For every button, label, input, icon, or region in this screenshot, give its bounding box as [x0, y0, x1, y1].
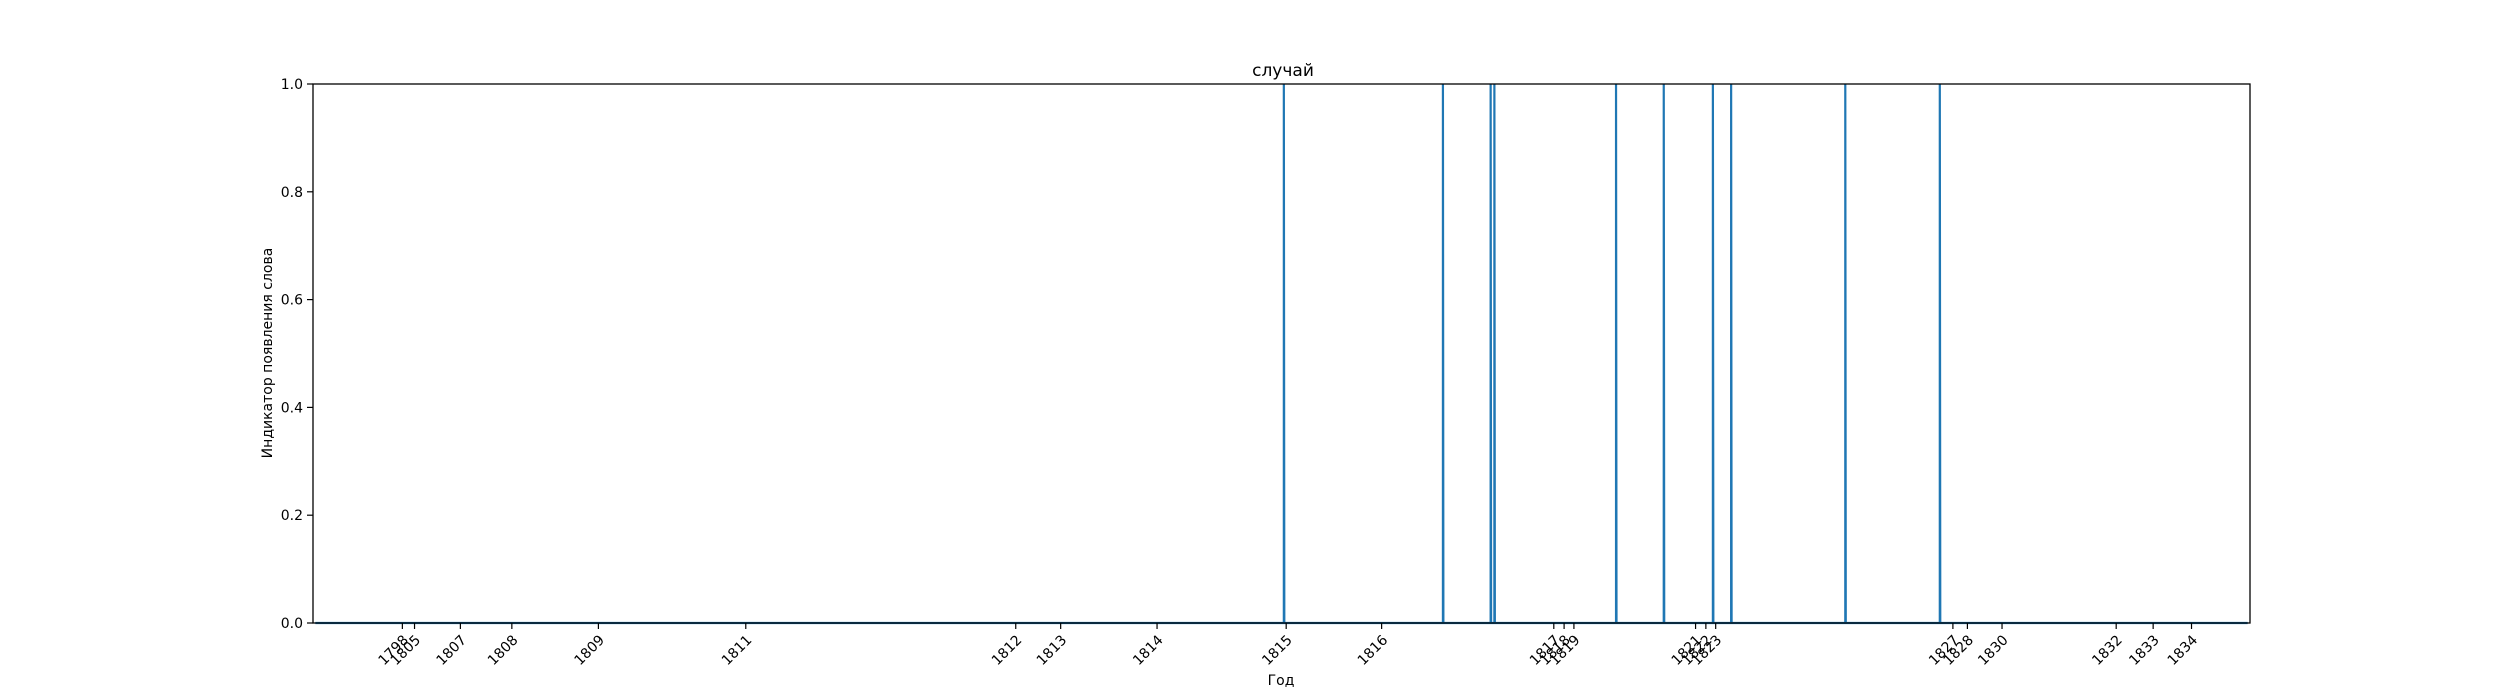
x-tick-label: 1808 — [485, 632, 522, 669]
y-tick-label: 0.2 — [281, 508, 303, 524]
x-tick-label: 1832 — [2089, 632, 2126, 669]
x-tick-label: 1833 — [2126, 632, 2163, 669]
x-tick-label: 1809 — [571, 632, 608, 669]
y-axis-label: Индикатор появления слова — [260, 248, 276, 459]
y-tick-label: 0.6 — [281, 293, 303, 309]
x-axis-label: Год — [1268, 673, 1295, 689]
x-tick-label: 1815 — [1259, 632, 1296, 669]
y-tick-label: 1.0 — [281, 77, 303, 93]
x-tick-label: 1830 — [1975, 632, 2012, 669]
series-line-1 — [315, 83, 2248, 625]
x-tick-label: 1811 — [719, 632, 756, 669]
chart-title: случай — [1252, 61, 1314, 81]
x-tick-label: 1814 — [1130, 632, 1167, 669]
y-axis: 0.0 0.2 0.4 0.6 0.8 1.0 — [281, 77, 313, 632]
y-tick-label: 0.0 — [281, 616, 303, 632]
plot-area — [315, 83, 2248, 625]
y-tick-label: 0.4 — [281, 400, 303, 416]
x-tick-label: 1834 — [2165, 632, 2202, 669]
x-tick-label: 1807 — [433, 632, 470, 669]
x-tick-label: 1816 — [1355, 632, 1392, 669]
y-tick-label: 0.8 — [281, 185, 303, 201]
x-tick-label: 1812 — [989, 632, 1026, 669]
plot-frame — [312, 83, 2251, 624]
x-tick-label: 1813 — [1034, 632, 1071, 669]
